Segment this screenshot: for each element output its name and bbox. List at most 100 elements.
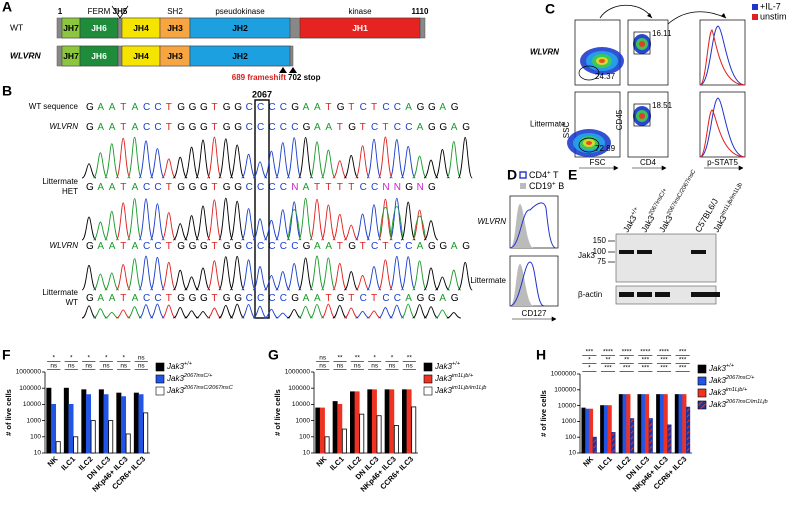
bar: [626, 394, 631, 454]
significance-label: *: [122, 355, 125, 362]
panel-label: E: [568, 167, 577, 183]
chromatogram-peak: [206, 199, 222, 241]
chromatogram-peak: [241, 259, 257, 291]
significance-label: ***: [642, 365, 650, 372]
chromatogram-peak: [355, 274, 370, 291]
chromatogram-peak: [377, 259, 393, 291]
significance-label: ***: [604, 365, 612, 372]
row-label: Littermate: [470, 276, 506, 285]
domain-title: kinase: [348, 7, 372, 16]
chromatogram-peak: [389, 197, 405, 241]
chromatogram-peak: [81, 305, 97, 319]
significance-label: ***: [679, 349, 687, 356]
chromatogram-peak: [400, 145, 416, 179]
band: [691, 292, 706, 297]
chromatogram-peak: [229, 255, 245, 291]
bar: [376, 415, 382, 454]
chromatogram-peak: [435, 309, 450, 319]
histogram: [510, 264, 534, 306]
chromatogram-peak: [423, 159, 439, 179]
residue-label: 1110: [412, 7, 429, 16]
bar: [349, 391, 355, 454]
legend-swatch: [697, 400, 707, 410]
domain: [189, 45, 291, 67]
chromatogram-peak: [332, 213, 348, 241]
legend-label: Jak32067insC/+: [708, 375, 755, 385]
significance-label: ns: [389, 363, 397, 370]
legend-label: Jak32067insC/+: [166, 373, 213, 383]
chromatogram-peak: [81, 163, 97, 179]
legend-swatch: [752, 4, 758, 10]
domain-label: JH2: [232, 23, 248, 33]
bar: [371, 389, 377, 454]
chromatogram-peak: [104, 272, 120, 291]
significance-label: ns: [319, 355, 327, 362]
legend-swatch: [423, 386, 433, 396]
chromatogram-peak: [332, 263, 348, 291]
chromatogram-peak: [184, 215, 200, 241]
bar: [682, 394, 687, 454]
chromatogram-peak: [161, 212, 177, 241]
domain-label: JH7: [63, 23, 79, 33]
chromatogram-peak: [343, 154, 359, 179]
chromatogram-peak: [161, 304, 176, 319]
chromatogram-peak: [229, 144, 245, 179]
bar: [630, 418, 635, 454]
chromatogram-peak: [423, 267, 439, 291]
histogram: [699, 29, 746, 86]
legend-label: Jak3+/+: [166, 361, 193, 371]
chromatogram-peak: [127, 306, 142, 319]
chromatogram-peak: [355, 310, 370, 319]
x-tick-label: NK: [46, 454, 60, 468]
band: [691, 250, 706, 254]
chromatogram-peak: [207, 307, 222, 319]
residue-label: 1: [58, 7, 63, 16]
significance-label: **: [407, 355, 413, 362]
bar: [663, 394, 668, 454]
band: [619, 292, 634, 297]
chromatogram-peak: [149, 203, 165, 241]
y-tick-label: 100000: [19, 385, 41, 392]
chromatogram-peak: [264, 219, 279, 241]
significance-label: ***: [642, 357, 650, 364]
chromatogram-peak: [149, 256, 165, 291]
arrow: [599, 4, 653, 19]
bar: [600, 405, 605, 454]
panel-label: H: [536, 347, 546, 363]
chromatogram-peak: [81, 216, 97, 241]
band: [637, 292, 652, 297]
chromatogram-peak: [344, 224, 359, 241]
density-blob: [586, 141, 592, 145]
x-tick-label: ILC1: [596, 454, 614, 472]
row-label: Littermate: [42, 288, 78, 297]
y-tick-label: 1000000: [16, 369, 42, 376]
chromatogram-peak: [309, 141, 325, 179]
chromatogram-peak: [366, 310, 382, 319]
domain-title: FERM: [88, 7, 111, 16]
histogram: [509, 202, 557, 249]
bar: [324, 436, 330, 454]
legend-label: Jak3+/+: [434, 361, 461, 371]
chromatogram-peak: [298, 197, 314, 241]
plot-frame: [699, 91, 746, 158]
significance-label: ns: [337, 363, 345, 370]
panel-label: F: [2, 347, 11, 363]
y-tick-label: 1000: [562, 418, 577, 425]
bar: [607, 405, 612, 454]
bar: [656, 394, 661, 454]
chromatogram-peak: [230, 303, 245, 319]
significance-label: *: [588, 357, 591, 364]
bar: [116, 392, 122, 454]
chromatogram-peak: [320, 204, 336, 241]
bar: [73, 436, 79, 454]
bar: [592, 436, 597, 454]
row-label: WLVRN: [10, 50, 42, 60]
significance-label: **: [337, 355, 343, 362]
bar: [354, 391, 360, 454]
chromatogram-peak: [92, 152, 108, 179]
significance-label: *: [70, 355, 73, 362]
chromatogram-peak: [320, 257, 336, 291]
row-label: HET: [62, 187, 78, 196]
axis-label: SSC: [562, 122, 571, 139]
chromatogram-peak: [332, 304, 347, 319]
